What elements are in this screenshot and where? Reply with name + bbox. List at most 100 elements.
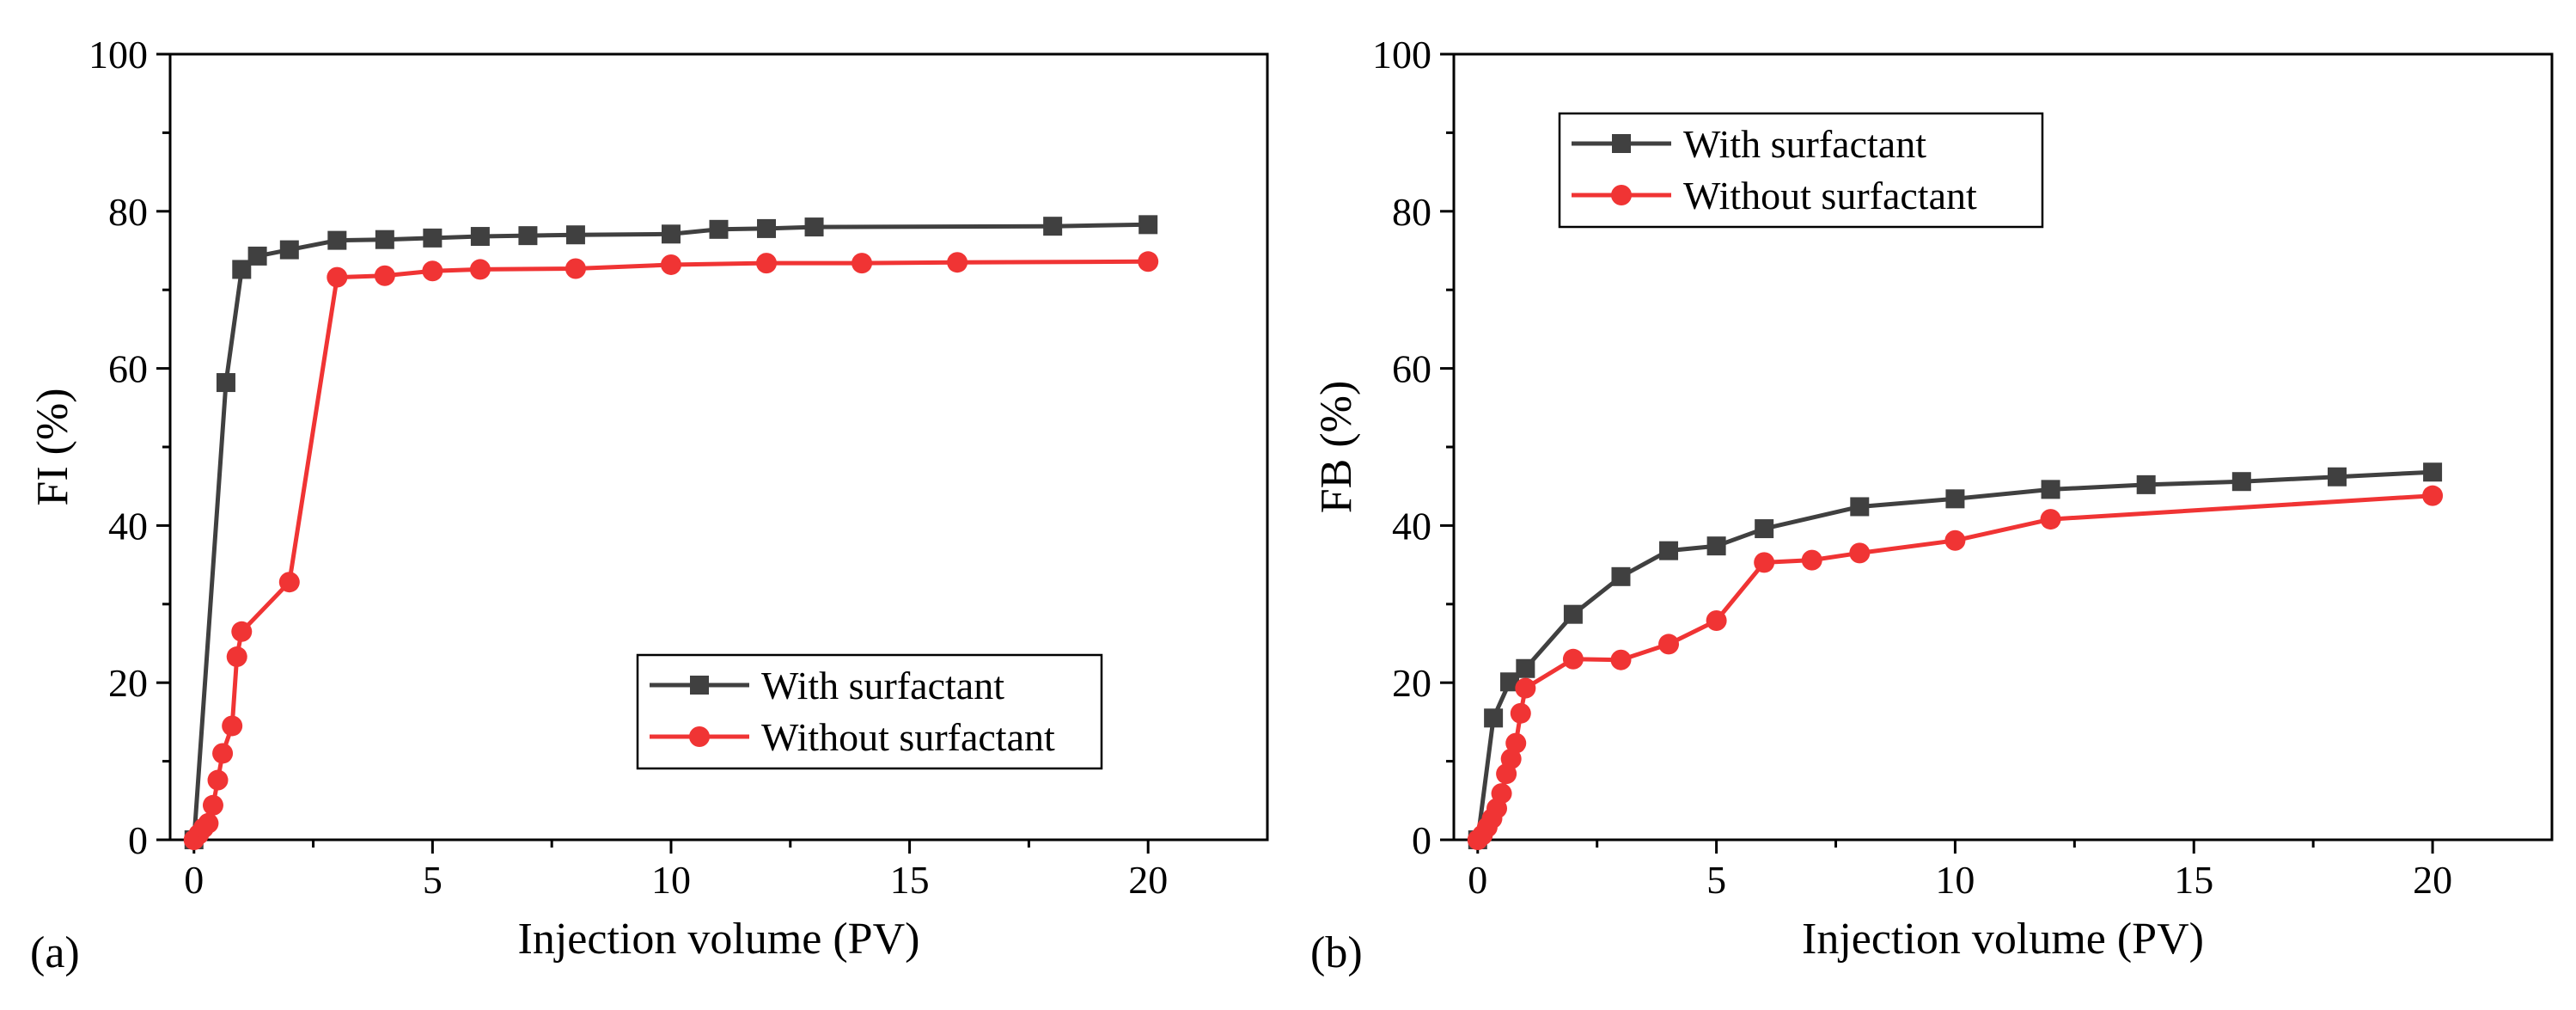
legend-marker-circle xyxy=(689,726,710,747)
series-without-surfactant xyxy=(1467,485,2444,850)
data-point-circle xyxy=(1658,634,1680,655)
x-tick-label: 5 xyxy=(1706,858,1726,902)
y-tick-label: 60 xyxy=(1392,347,1431,391)
series-without-surfactant xyxy=(183,251,1159,850)
data-point-square xyxy=(327,230,347,250)
data-point-circle xyxy=(2040,509,2061,530)
legend-marker-circle xyxy=(1611,185,1632,205)
data-point-square xyxy=(470,227,490,247)
data-point-square xyxy=(518,226,538,246)
legend-label: With surfactant xyxy=(761,664,1004,707)
data-point-square xyxy=(1850,497,1870,517)
data-point-circle xyxy=(202,794,223,816)
data-point-square xyxy=(279,240,299,260)
data-point-square xyxy=(709,219,729,239)
x-axis-title: Injection volume (PV) xyxy=(1802,915,2204,964)
data-point-square xyxy=(1516,658,1535,678)
series-with-surfactant xyxy=(1468,462,2443,849)
data-point-circle xyxy=(660,254,681,275)
y-tick-label: 40 xyxy=(1392,504,1431,548)
data-point-square xyxy=(1706,536,1726,556)
data-point-circle xyxy=(852,253,873,274)
y-tick-label: 100 xyxy=(89,33,148,77)
y-tick-label: 40 xyxy=(108,504,148,548)
x-tick-label: 5 xyxy=(423,858,443,902)
x-tick-label: 15 xyxy=(890,858,930,902)
data-point-square xyxy=(757,218,777,238)
data-point-circle xyxy=(212,743,234,764)
legend-box xyxy=(1558,112,2044,229)
data-point-square xyxy=(661,224,681,244)
panel-label: (b) xyxy=(1310,928,1363,977)
legend-label: Without surfactant xyxy=(1683,174,1977,217)
data-point-circle xyxy=(2422,485,2444,506)
data-point-circle xyxy=(1754,552,1775,573)
data-point-circle xyxy=(1610,649,1632,670)
data-point-circle xyxy=(278,572,300,593)
data-point-circle xyxy=(469,259,491,280)
y-axis-title: FI (%) xyxy=(28,388,77,505)
data-point-square xyxy=(2231,472,2251,492)
data-point-square xyxy=(1500,672,1520,692)
data-point-square xyxy=(232,260,252,279)
legend-marker-square xyxy=(690,676,709,695)
data-point-circle xyxy=(1849,542,1871,564)
data-point-square xyxy=(1945,489,1965,509)
y-tick-label: 20 xyxy=(108,661,148,705)
data-point-circle xyxy=(422,260,443,282)
data-point-circle xyxy=(1706,609,1727,631)
legend-box xyxy=(636,653,1103,770)
data-point-circle xyxy=(1515,677,1536,699)
data-point-square xyxy=(1484,708,1504,728)
x-tick-label: 20 xyxy=(1128,858,1168,902)
data-point-square xyxy=(565,225,585,245)
data-point-square xyxy=(1563,604,1583,624)
series-with-surfactant xyxy=(184,215,1158,849)
data-point-circle xyxy=(222,715,243,737)
data-point-square xyxy=(804,217,824,237)
legend-label: With surfactant xyxy=(1683,122,1926,166)
data-point-circle xyxy=(207,769,229,791)
data-point-circle xyxy=(198,812,219,834)
data-point-circle xyxy=(1562,648,1584,670)
x-tick-label: 20 xyxy=(2413,858,2452,902)
x-tick-label: 10 xyxy=(651,858,691,902)
data-point-circle xyxy=(756,253,778,274)
y-tick-label: 0 xyxy=(1412,818,1431,862)
y-axis-title: FB (%) xyxy=(1312,381,1361,514)
panel-label: (a) xyxy=(30,928,80,977)
data-point-square xyxy=(216,373,235,393)
data-point-circle xyxy=(1505,732,1527,754)
x-axis-title: Injection volume (PV) xyxy=(518,915,920,964)
data-point-square xyxy=(375,230,394,249)
y-tick-label: 80 xyxy=(1392,190,1431,234)
data-point-circle xyxy=(374,265,395,286)
data-point-circle xyxy=(1510,702,1531,724)
data-point-square xyxy=(1138,215,1158,235)
data-point-square xyxy=(1755,519,1774,539)
x-tick-label: 15 xyxy=(2174,858,2213,902)
x-tick-label: 10 xyxy=(1935,858,1975,902)
data-point-circle xyxy=(1138,251,1159,272)
chart-panel-b: 0 5 10 15 20 0 20 40 60 80 100 Injection volume (PV… xyxy=(1310,33,2554,977)
data-point-circle xyxy=(1491,783,1512,805)
data-point-circle xyxy=(327,266,348,288)
data-point-square xyxy=(2136,474,2156,494)
data-point-square xyxy=(2041,480,2060,499)
data-point-circle xyxy=(1801,549,1822,571)
data-point-circle xyxy=(1500,748,1522,769)
legend: With surfactant Without surfactant xyxy=(636,653,1103,770)
legend: With surfactant Without surfactant xyxy=(1558,112,2044,229)
data-point-square xyxy=(2327,467,2347,487)
y-tick-label: 0 xyxy=(128,818,148,862)
data-point-square xyxy=(1611,566,1631,586)
data-point-square xyxy=(2423,462,2443,482)
data-point-square xyxy=(247,246,267,266)
data-point-circle xyxy=(1944,529,1966,551)
y-tick-label: 60 xyxy=(108,347,148,391)
x-tick-label: 0 xyxy=(1468,858,1487,902)
y-tick-label: 100 xyxy=(1372,33,1431,77)
